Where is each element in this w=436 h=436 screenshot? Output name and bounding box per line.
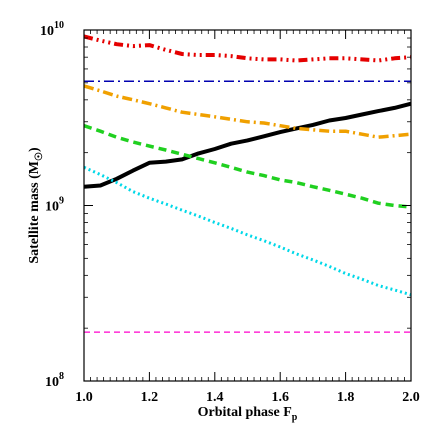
x-tick-label: 1.8 bbox=[337, 390, 355, 405]
x-tick-label: 1.6 bbox=[271, 390, 289, 405]
x-tick-label: 2.0 bbox=[402, 390, 420, 405]
y-tick-label: 109 bbox=[45, 196, 64, 215]
y-axis-label-main: Satellite mass (M bbox=[27, 161, 42, 264]
x-axis-label: Orbital phase Fp bbox=[198, 405, 298, 423]
y-axis-label-sun-symbol: ☉ bbox=[34, 152, 45, 161]
series-line-2 bbox=[83, 34, 412, 63]
plot-frame bbox=[83, 29, 412, 382]
y-axis-label-close: ) bbox=[27, 147, 42, 152]
x-axis-label-subscript: p bbox=[292, 412, 298, 423]
x-tick-label: 1.0 bbox=[75, 390, 93, 405]
y-tick-label: 108 bbox=[45, 371, 64, 390]
series-line-6 bbox=[83, 165, 412, 297]
y-tick-label: 1010 bbox=[40, 20, 64, 39]
series-line-1 bbox=[83, 101, 412, 189]
series-layer bbox=[83, 34, 412, 333]
series-line-4 bbox=[83, 84, 412, 139]
ticks-layer: 1.0 1.2 1.4 1.6 1.8 2.0 108 109 1010 bbox=[40, 20, 420, 405]
series-line-5 bbox=[83, 124, 412, 209]
y-axis-label: Satellite mass (M☉) bbox=[27, 147, 45, 264]
x-tick-label: 1.2 bbox=[141, 390, 159, 405]
x-tick-label: 1.4 bbox=[206, 390, 224, 405]
x-axis-label-main: Orbital phase F bbox=[198, 405, 292, 420]
